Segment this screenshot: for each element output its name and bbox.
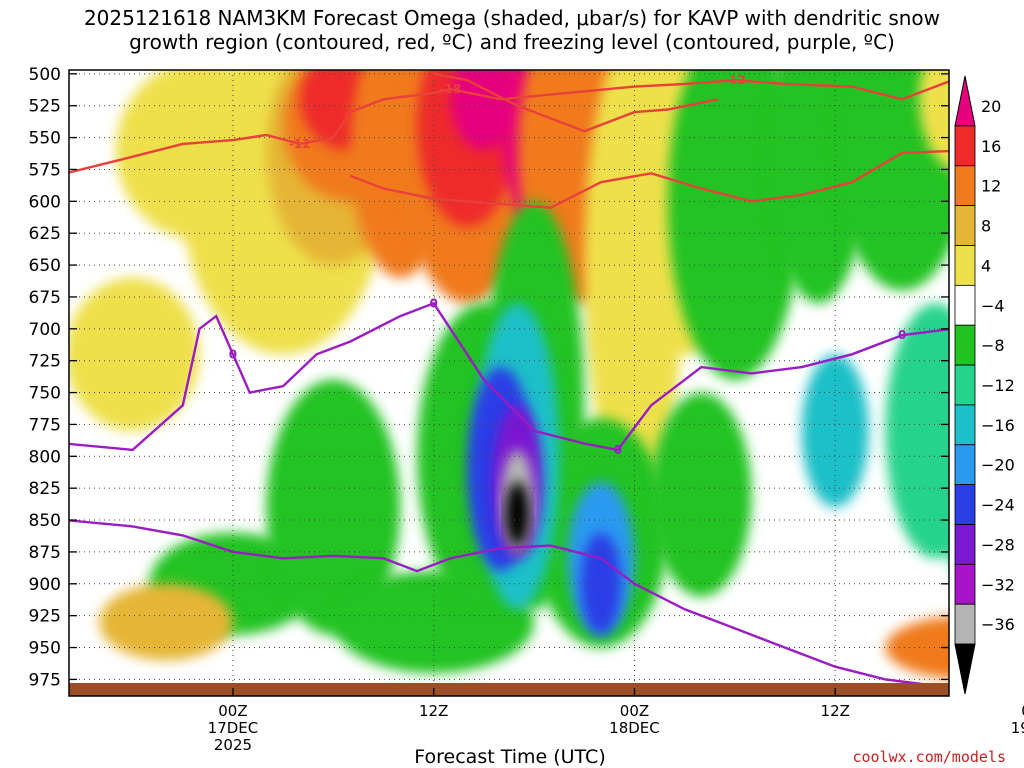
- y-tick-label: 875: [29, 543, 61, 563]
- chart-title-line1: 2025121618 NAM3KM Forecast Omega (shaded…: [83, 6, 941, 30]
- plot-frame: [68, 69, 950, 697]
- omega-shaded-region: [1019, 450, 1024, 590]
- colorbar-label: 4: [981, 256, 991, 275]
- x-tick-label: 00Z: [218, 702, 247, 720]
- colorbar-label: 16: [981, 137, 1001, 156]
- colorbar-swatch: [954, 324, 976, 366]
- x-axis-title: Forecast Time (UTC): [414, 746, 606, 768]
- colorbar-swatch: [954, 75, 976, 127]
- x-tick-label: 19DEC: [1011, 719, 1024, 737]
- omega-shaded-region: [835, 70, 949, 291]
- x-tick-label: 17DEC: [208, 719, 259, 737]
- y-tick-label: 700: [29, 320, 61, 340]
- y-tick-label: 800: [29, 447, 61, 467]
- omega-shaded-region: [580, 532, 622, 635]
- y-tick-label: 600: [29, 192, 61, 212]
- y-tick-label: 500: [29, 65, 61, 85]
- x-tick-label: 18DEC: [609, 719, 660, 737]
- contour-label: 0: [898, 328, 906, 342]
- colorbar-swatch: [954, 524, 976, 565]
- y-tick-label: 725: [29, 352, 61, 372]
- x-tick-label: 00Z: [620, 702, 649, 720]
- colorbar-swatch: [954, 404, 976, 446]
- chart-title-line2: growth region (contoured, red, ºC) and f…: [129, 30, 895, 54]
- y-tick-label: 550: [29, 129, 61, 149]
- terrain-ground: [69, 683, 949, 696]
- contour-label: 0: [229, 347, 237, 361]
- colorbar-label: −24: [981, 496, 1015, 515]
- colorbar-label: −28: [981, 535, 1015, 554]
- omega-shaded-region: [266, 379, 401, 635]
- colorbar-label: −16: [981, 416, 1015, 435]
- omega-shaded-region: [969, 628, 1024, 679]
- y-tick-label: 925: [29, 607, 61, 627]
- colorbar-swatch: [954, 284, 976, 326]
- omega-shaded-region: [885, 303, 949, 559]
- colorbar-label: 20: [981, 97, 1001, 116]
- y-tick-label: 775: [29, 415, 61, 435]
- contour-line: [69, 301, 949, 452]
- colorbar-swatch: [954, 364, 976, 406]
- colorbar-swatch: [954, 245, 976, 286]
- y-tick-label: 625: [29, 224, 61, 244]
- y-tick-label: 900: [29, 575, 61, 595]
- y-tick-label: 650: [29, 256, 61, 276]
- y-tick-label: 675: [29, 288, 61, 308]
- omega-shaded-region: [1002, 36, 1024, 112]
- contour-label: 0: [614, 443, 622, 457]
- omega-shaded-region: [505, 481, 530, 546]
- contour-label: -18: [440, 82, 462, 96]
- colorbar-swatch: [954, 205, 976, 246]
- x-tick-label: 00Z: [1021, 702, 1024, 720]
- contour-label: 0: [430, 296, 438, 310]
- colorbar-label: −12: [981, 376, 1015, 395]
- colorbar-swatch: [954, 165, 976, 207]
- contour-line: [433, 72, 719, 133]
- colorbar-label: −32: [981, 575, 1015, 594]
- colorbar-swatch: [954, 603, 976, 645]
- y-tick-label: 575: [29, 160, 61, 180]
- colorbar-swatch: [954, 643, 976, 695]
- y-tick-label: 950: [29, 639, 61, 659]
- contour-line: [69, 519, 936, 687]
- x-tick-label: 12Z: [821, 702, 850, 720]
- omega-shaded-region: [450, 70, 518, 151]
- y-tick-label: 525: [29, 97, 61, 117]
- colorbar-label: −8: [981, 336, 1005, 355]
- colorbar-label: −36: [981, 615, 1015, 634]
- colorbar-swatch: [954, 125, 976, 167]
- omega-shaded-region: [69, 277, 200, 431]
- omega-shaded-region: [99, 583, 233, 661]
- y-tick-label: 850: [29, 511, 61, 531]
- omega-shaded-region: [651, 392, 752, 597]
- contour-line: [349, 149, 949, 209]
- colorbar-swatch: [954, 563, 976, 605]
- colorbar-swatch: [954, 444, 976, 486]
- y-tick-label: 825: [29, 479, 61, 499]
- contour-label: -12: [724, 73, 746, 87]
- contour-line: [69, 78, 949, 174]
- x-tick-label: 2025: [214, 736, 252, 754]
- y-tick-label: 750: [29, 384, 61, 404]
- colorbar-swatch: [954, 484, 976, 525]
- colorbar-label: −20: [981, 456, 1015, 475]
- colorbar-label: 12: [981, 177, 1001, 196]
- colorbar-label: −4: [981, 296, 1005, 315]
- omega-shaded-region: [918, 70, 949, 170]
- omega-shaded-region: [885, 616, 949, 679]
- credit-link[interactable]: coolwx.com/models: [852, 748, 1006, 766]
- contour-label: -12: [289, 137, 311, 151]
- colorbar-label: 8: [981, 217, 991, 236]
- y-tick-label: 975: [29, 670, 61, 690]
- x-tick-label: 12Z: [419, 702, 448, 720]
